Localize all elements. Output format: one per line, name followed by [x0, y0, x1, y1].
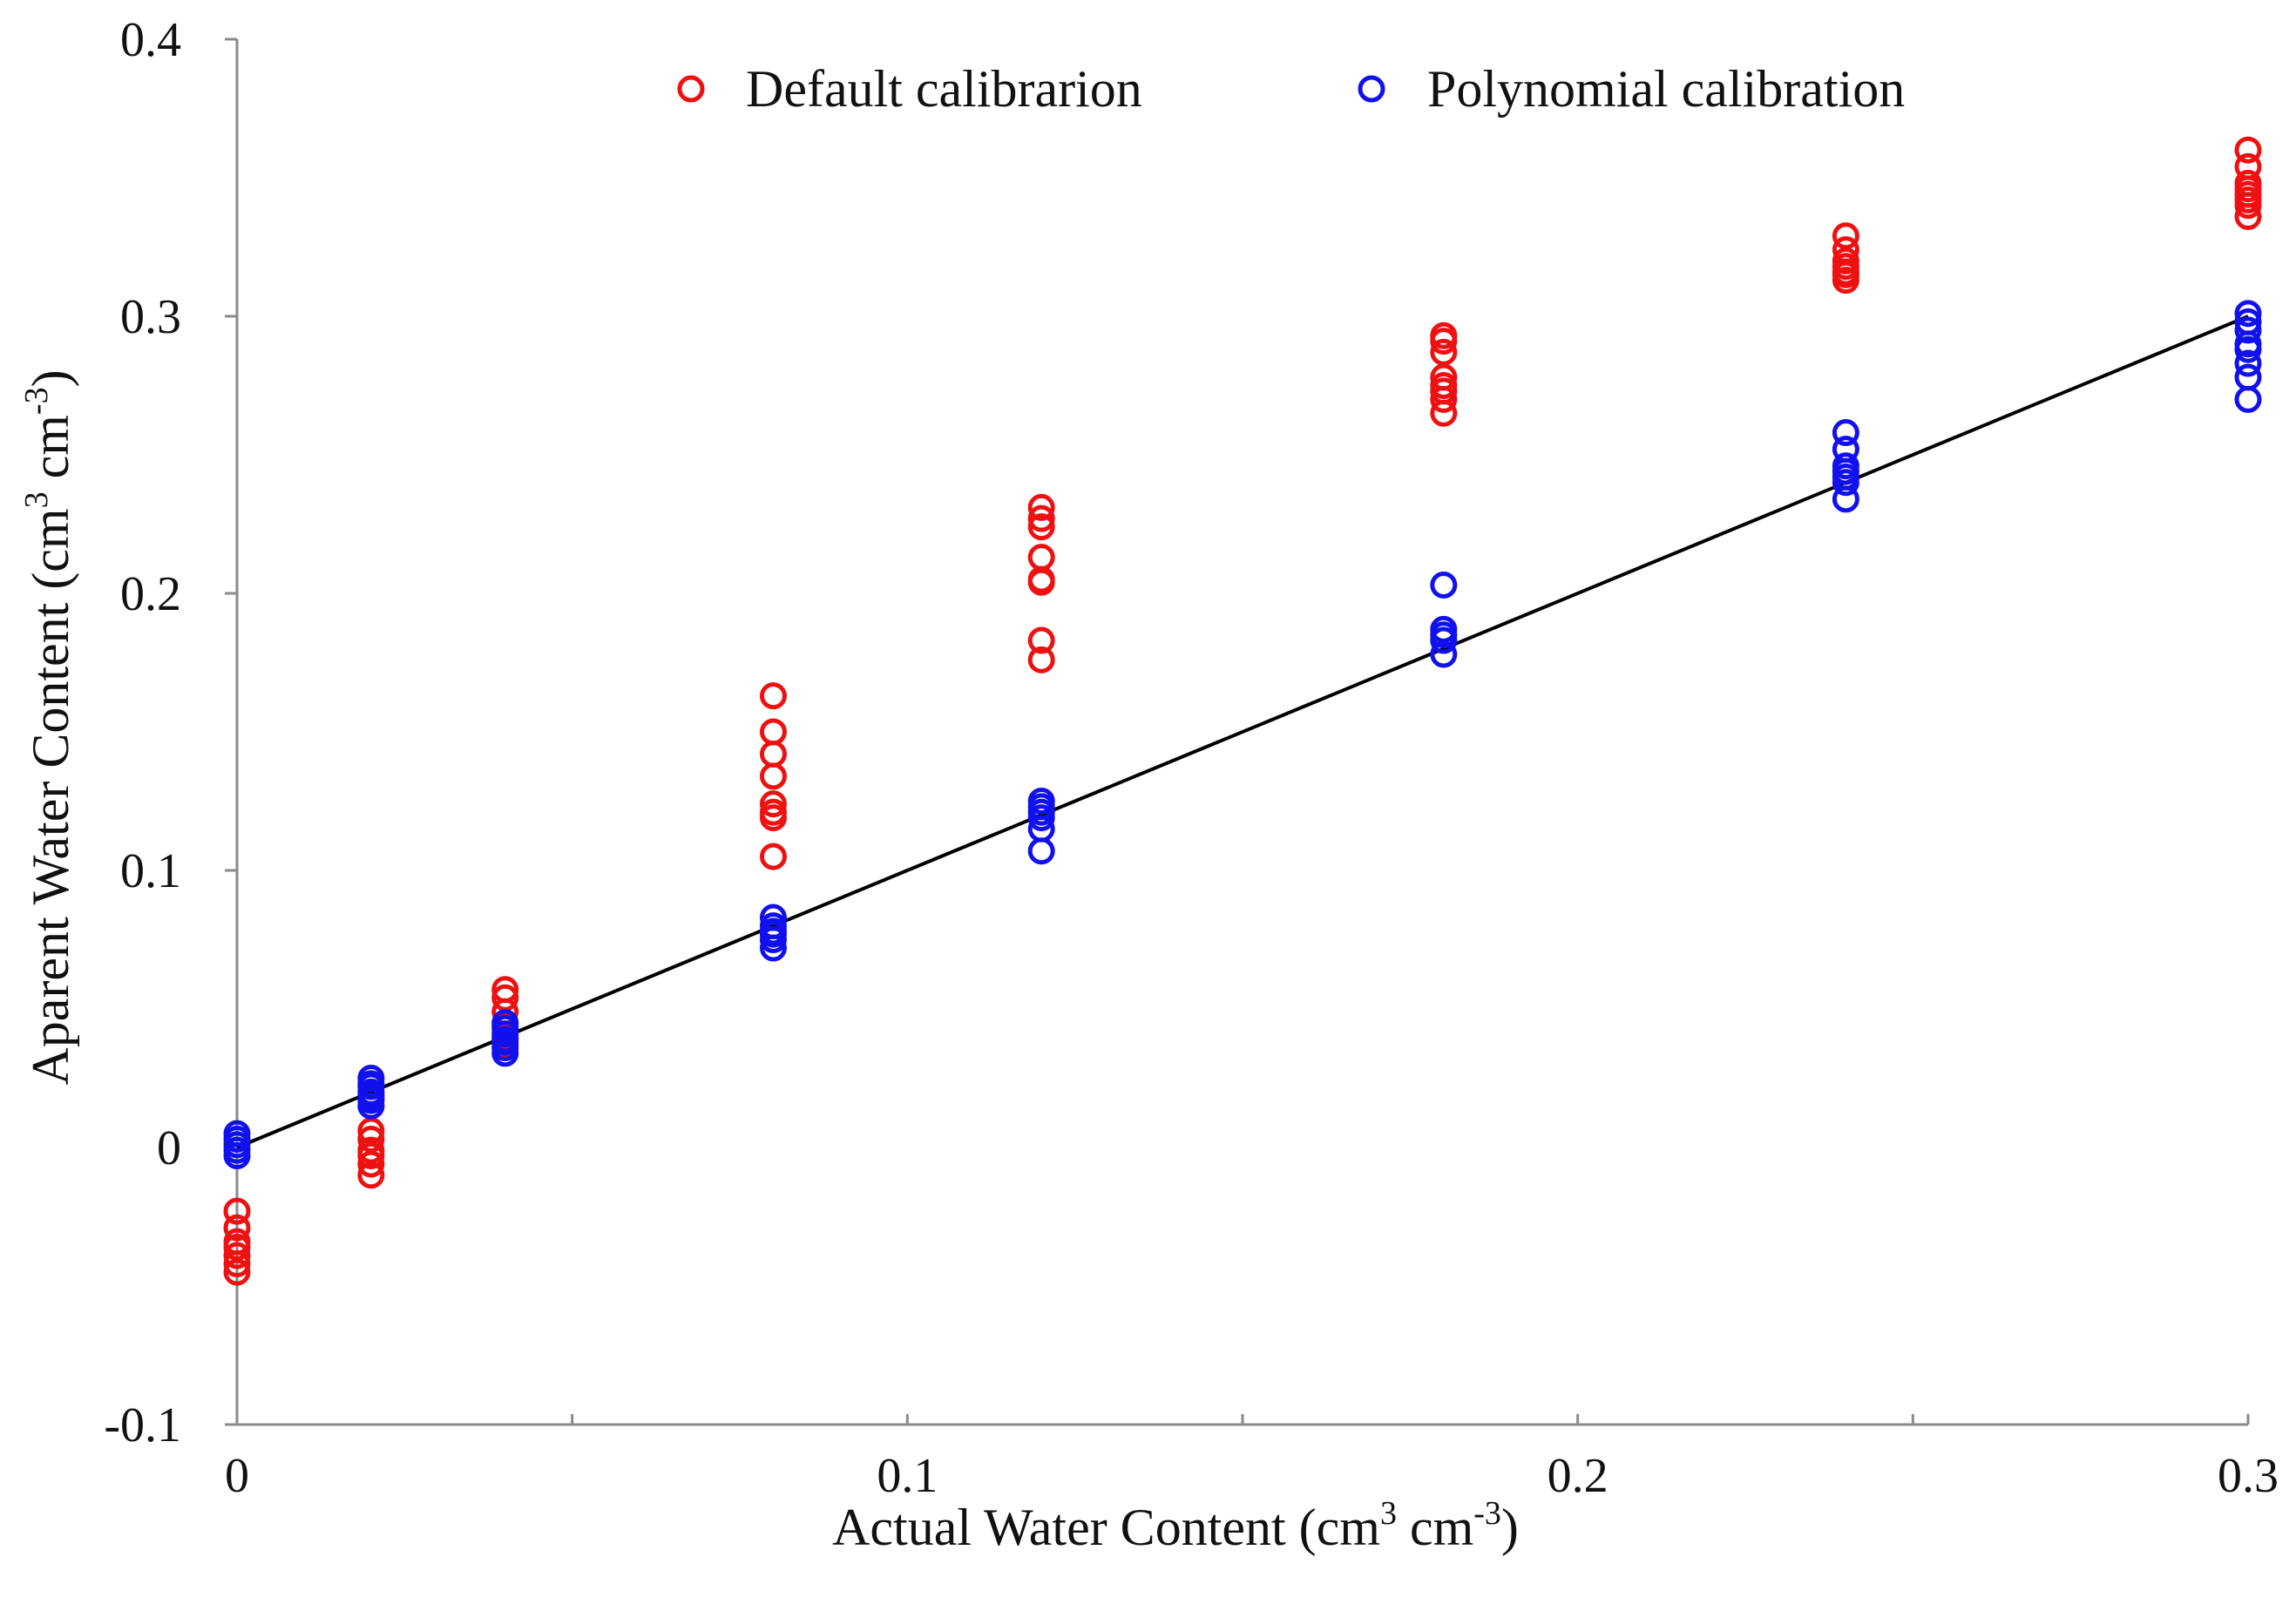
data-point — [1832, 469, 1859, 497]
x-tick-label: 0.3 — [2218, 1449, 2279, 1503]
data-point — [759, 762, 787, 790]
data-point — [1430, 399, 1458, 427]
data-point — [2234, 385, 2262, 413]
x-tick-label: 0.1 — [877, 1449, 938, 1503]
data-point — [759, 926, 787, 953]
data-point — [1832, 267, 1859, 294]
tick-labels: -0.1 0 0.1 0.2 0.3 0.4 0 0.1 0.2 0.3 — [104, 13, 2279, 1503]
y-tick-label: 0 — [157, 1121, 181, 1175]
legend-label-polynomial: Polynomial calibration — [1427, 60, 1905, 118]
data-point — [357, 1150, 385, 1178]
x-tick-label: 0.2 — [1548, 1449, 1609, 1503]
data-point — [1832, 222, 1859, 250]
legend-label-default: Default calibrarion — [746, 60, 1142, 118]
data-point — [1430, 640, 1458, 668]
legend-marker-default — [677, 75, 705, 103]
series-default — [223, 136, 2262, 1286]
legend-marker-polynomial — [1358, 75, 1385, 103]
data-point — [491, 1039, 519, 1067]
data-point — [2234, 192, 2262, 220]
data-point — [223, 1242, 251, 1269]
data-point — [1027, 513, 1055, 541]
data-point — [759, 804, 787, 832]
data-point — [2234, 335, 2262, 363]
data-point — [491, 984, 519, 1012]
data-point — [357, 1117, 385, 1145]
data-point — [223, 1258, 251, 1286]
data-point — [2234, 203, 2262, 231]
y-tick-label: 0.3 — [120, 290, 181, 344]
data-point — [223, 1214, 251, 1242]
data-points — [223, 136, 2262, 1286]
y-tick-label: 0.1 — [120, 844, 181, 898]
one-to-one-line — [236, 315, 2249, 1149]
data-point — [759, 740, 787, 768]
data-point — [357, 1161, 385, 1189]
y-tick-label: 0.4 — [120, 13, 181, 67]
data-point — [759, 934, 787, 962]
x-axis-title: Actual Water Content (cm3 cm-3) — [832, 1495, 1519, 1556]
data-point — [223, 1233, 251, 1261]
data-point — [1430, 328, 1458, 355]
data-point — [1027, 568, 1055, 596]
reference-line-group — [236, 315, 2249, 1149]
data-point — [1027, 504, 1055, 532]
y-axis-title: Aparent Water Content (cm3 cm-3) — [18, 369, 79, 1085]
data-point — [223, 1197, 251, 1225]
data-point — [223, 1142, 251, 1170]
series-polynomial — [223, 300, 2262, 1170]
data-point — [1832, 485, 1859, 513]
data-point — [357, 1125, 385, 1153]
y-tick-label: 0.2 — [120, 567, 181, 621]
data-point — [1430, 385, 1458, 413]
data-point — [223, 1250, 251, 1278]
data-point — [357, 1142, 385, 1170]
y-tick-label: -0.1 — [104, 1398, 181, 1452]
data-point — [1027, 646, 1055, 674]
axes — [225, 37, 2250, 1426]
data-point — [2234, 363, 2262, 391]
data-point — [1430, 626, 1458, 654]
data-point — [357, 1092, 385, 1120]
data-point — [1027, 837, 1055, 865]
data-point — [1027, 544, 1055, 572]
data-point — [1430, 571, 1458, 599]
data-point — [759, 790, 787, 818]
data-point — [2234, 316, 2262, 344]
data-point — [1027, 626, 1055, 654]
data-point — [759, 843, 787, 870]
data-point — [1430, 338, 1458, 366]
data-point — [2234, 300, 2262, 328]
legend: Default calibrarion Polynomial calibrati… — [677, 60, 1905, 118]
data-point — [2234, 349, 2262, 377]
data-point — [1027, 493, 1055, 521]
data-point — [759, 682, 787, 710]
data-point — [1027, 804, 1055, 832]
x-tick-label: 0 — [225, 1449, 249, 1503]
data-point — [1832, 419, 1859, 447]
data-point — [759, 718, 787, 746]
data-point — [2234, 136, 2262, 164]
